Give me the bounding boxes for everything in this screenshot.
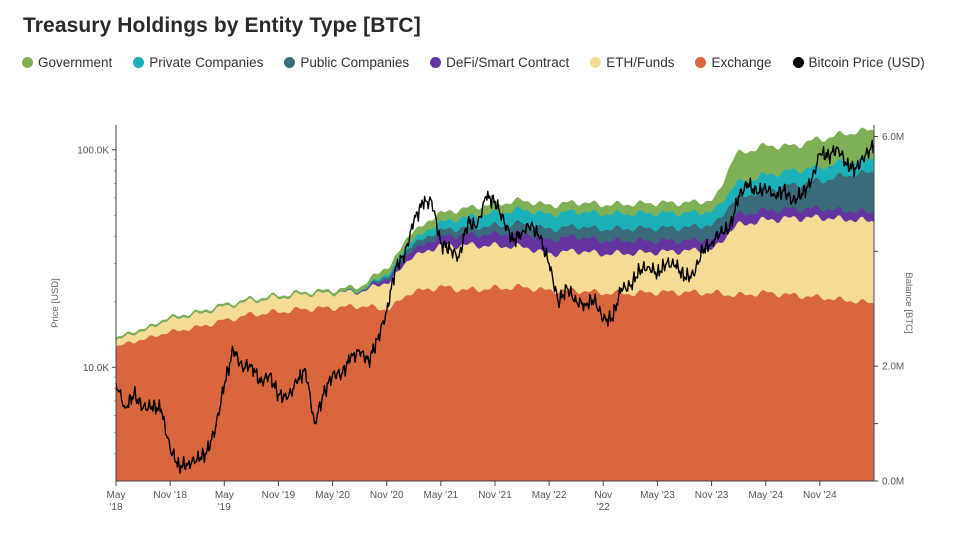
x-tick-label-line: May <box>107 490 126 501</box>
x-tick-label: Nov '21 <box>478 490 512 501</box>
bitcoin-price-line <box>115 139 875 474</box>
legend-item-defi-smart-contract[interactable]: DeFi/Smart Contract <box>430 55 569 70</box>
x-tick-label: Nov '24 <box>803 490 837 501</box>
x-tick-label: May '21 <box>424 490 459 501</box>
x-tick-label: Nov '19 <box>262 490 296 501</box>
legend-swatch <box>590 56 602 68</box>
legend-label: ETH/Funds <box>606 54 675 70</box>
legend-label: Government <box>38 54 113 70</box>
x-tick-label: May '18 <box>107 490 126 513</box>
legend: Government Private Companies Public Compan… <box>22 52 925 72</box>
legend-label: Public Companies <box>300 54 410 70</box>
legend-item-government[interactable]: Government <box>22 55 112 70</box>
x-tick-label-line: Nov '21 <box>478 490 512 501</box>
x-tick-label: May '23 <box>640 490 675 501</box>
x-tick-label-line: Nov '20 <box>370 490 404 501</box>
price-line-group <box>115 139 875 474</box>
x-tick-label: Nov '23 <box>695 490 729 501</box>
legend-swatch <box>430 56 442 68</box>
y-left-axis-title: Price [USD] <box>50 278 61 328</box>
x-tick-label-line: May '20 <box>315 490 350 501</box>
x-tick-label: Nov '18 <box>153 490 187 501</box>
x-tick-label-line: May '23 <box>640 490 675 501</box>
x-tick-label: May '19 <box>215 490 234 513</box>
x-tick-label-line: May <box>215 490 234 501</box>
x-tick-label-line: '22 <box>597 502 610 513</box>
x-tick-label: Nov '22 <box>594 490 612 513</box>
legend-swatch <box>22 56 33 68</box>
x-tick-label: May '24 <box>748 490 783 501</box>
legend-item-private-companies[interactable]: Private Companies <box>133 55 263 70</box>
x-tick-label-line: Nov '18 <box>153 490 187 501</box>
x-tick-label: Nov '20 <box>370 490 404 501</box>
legend-swatch <box>695 56 707 68</box>
x-tick-label-line: Nov '23 <box>695 490 729 501</box>
chart-title: Treasury Holdings by Entity Type [BTC] <box>23 14 421 37</box>
legend-item-eth-funds[interactable]: ETH/Funds <box>590 55 674 70</box>
x-tick-label: May '20 <box>315 490 350 501</box>
y-right-tick-label: 6.0M <box>882 132 904 143</box>
legend-label: DeFi/Smart Contract <box>446 54 570 70</box>
x-tick-label-line: May '24 <box>748 490 783 501</box>
legend-label: Exchange <box>711 54 772 70</box>
y-left-tick-label: 100.0K <box>77 145 109 156</box>
x-tick-label-line: May '22 <box>532 490 567 501</box>
x-tick-label-line: '18 <box>109 502 122 513</box>
y-right-tick-label: 2.0M <box>882 362 904 373</box>
x-tick-label: May '22 <box>532 490 567 501</box>
x-tick-label-line: Nov '19 <box>262 490 296 501</box>
stacked-areas <box>115 127 875 482</box>
y-right-axis-title: Balance [BTC] <box>903 272 914 333</box>
x-tick-label-line: Nov <box>594 490 612 501</box>
legend-item-public-companies[interactable]: Public Companies <box>284 55 409 70</box>
legend-swatch <box>133 56 145 68</box>
legend-label: Bitcoin Price (USD) <box>808 54 925 70</box>
x-tick-label-line: Nov '24 <box>803 490 837 501</box>
legend-item-bitcoin-price-usd[interactable]: Bitcoin Price (USD) <box>792 54 925 70</box>
x-tick-label-line: '19 <box>218 502 231 513</box>
x-tick-label-line: May '21 <box>424 490 459 501</box>
y-left-tick-label: 10.0K <box>83 363 109 374</box>
legend-label: Private Companies <box>149 54 264 70</box>
legend-swatch <box>792 56 804 68</box>
y-right-tick-label: 0.0M <box>882 477 904 488</box>
legend-swatch <box>284 56 296 68</box>
legend-item-exchange[interactable]: Exchange <box>695 54 772 70</box>
